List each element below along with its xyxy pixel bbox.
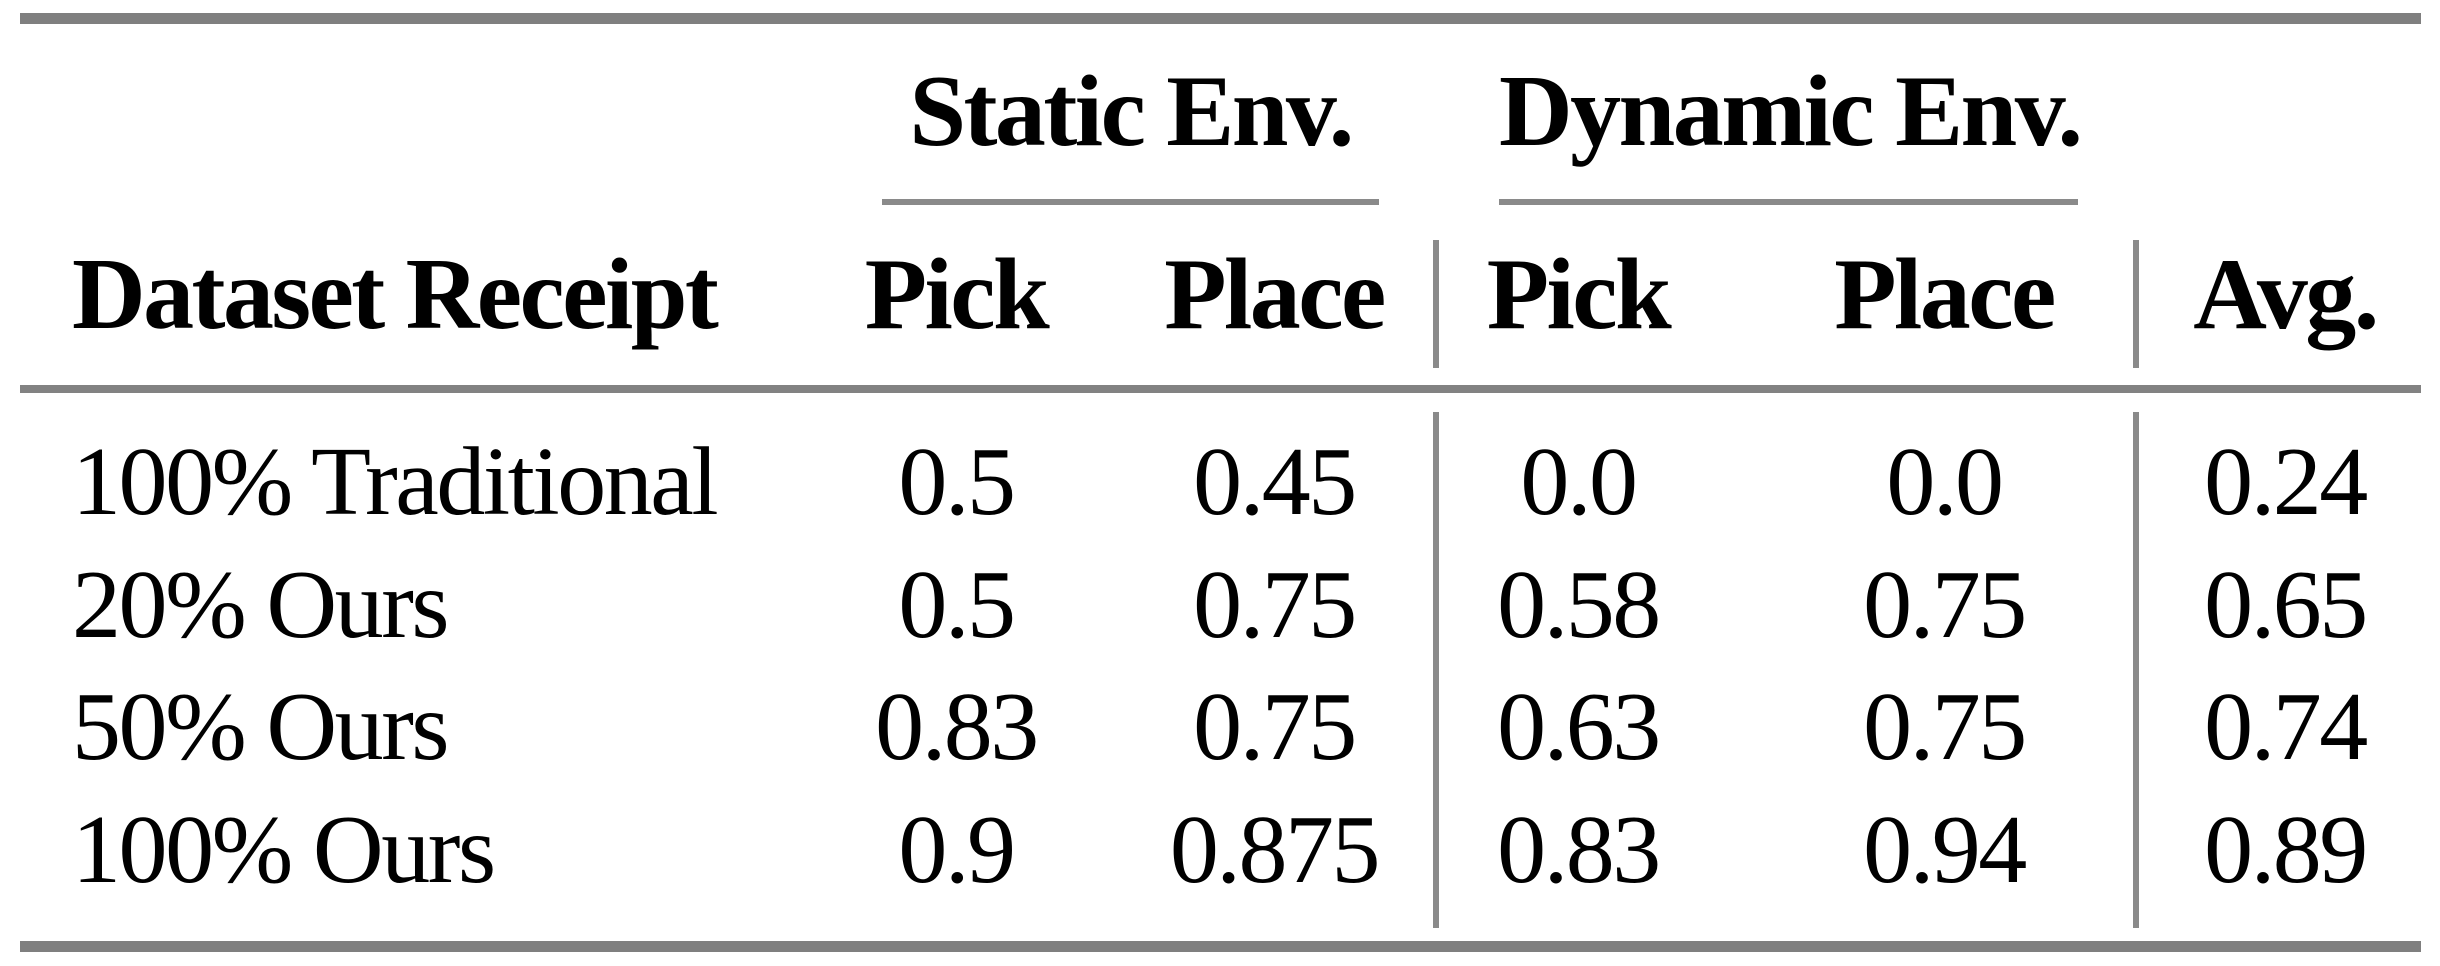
cell-avg: 0.24 (2204, 428, 2368, 536)
cell-dynamic-pick: 0.0 (1520, 428, 1638, 536)
column-group-dynamic-env: Dynamic Env. (1499, 55, 2083, 168)
cell-avg: 0.74 (2204, 673, 2368, 781)
cell-static-place: 0.45 (1193, 428, 1357, 536)
cell-static-pick: 0.9 (898, 796, 1016, 904)
row-label: 100% Traditional (72, 428, 719, 536)
cell-dynamic-place: 0.75 (1863, 551, 2027, 659)
column-group-static-env: Static Env. (909, 55, 1354, 168)
table-header-rule (20, 385, 2421, 393)
static-env-cmidrule (882, 199, 1379, 205)
cell-dynamic-place: 0.75 (1863, 673, 2027, 781)
column-header-avg: Avg. (2193, 238, 2379, 351)
cell-dynamic-pick: 0.58 (1497, 551, 1661, 659)
cell-static-place: 0.75 (1193, 673, 1357, 781)
vertical-separator-avg-header (2133, 240, 2139, 368)
column-header-dynamic-place: Place (1834, 238, 2056, 351)
cell-static-place: 0.75 (1193, 551, 1357, 659)
table-top-rule (20, 13, 2421, 24)
cell-static-pick: 0.83 (875, 673, 1039, 781)
table-bottom-rule (20, 941, 2421, 952)
cell-static-pick: 0.5 (898, 551, 1016, 659)
cell-dynamic-pick: 0.83 (1497, 796, 1661, 904)
column-header-dynamic-pick: Pick (1486, 238, 1672, 351)
column-header-dataset-receipt: Dataset Receipt (72, 238, 719, 351)
column-header-static-place: Place (1164, 238, 1386, 351)
cell-dynamic-place: 0.94 (1863, 796, 2027, 904)
cell-avg: 0.89 (2204, 796, 2368, 904)
cell-dynamic-place: 0.0 (1886, 428, 2004, 536)
vertical-separator-static-dynamic-header (1433, 240, 1439, 368)
dynamic-env-cmidrule (1499, 199, 2078, 205)
column-header-static-pick: Pick (864, 238, 1050, 351)
cell-static-place: 0.875 (1169, 796, 1381, 904)
row-label: 20% Ours (72, 551, 450, 659)
cell-avg: 0.65 (2204, 551, 2368, 659)
vertical-separator-static-dynamic-body (1433, 412, 1439, 928)
cell-static-pick: 0.5 (898, 428, 1016, 536)
vertical-separator-avg-body (2133, 412, 2139, 928)
row-label: 100% Ours (72, 796, 496, 904)
cell-dynamic-pick: 0.63 (1497, 673, 1661, 781)
row-label: 50% Ours (72, 673, 450, 781)
